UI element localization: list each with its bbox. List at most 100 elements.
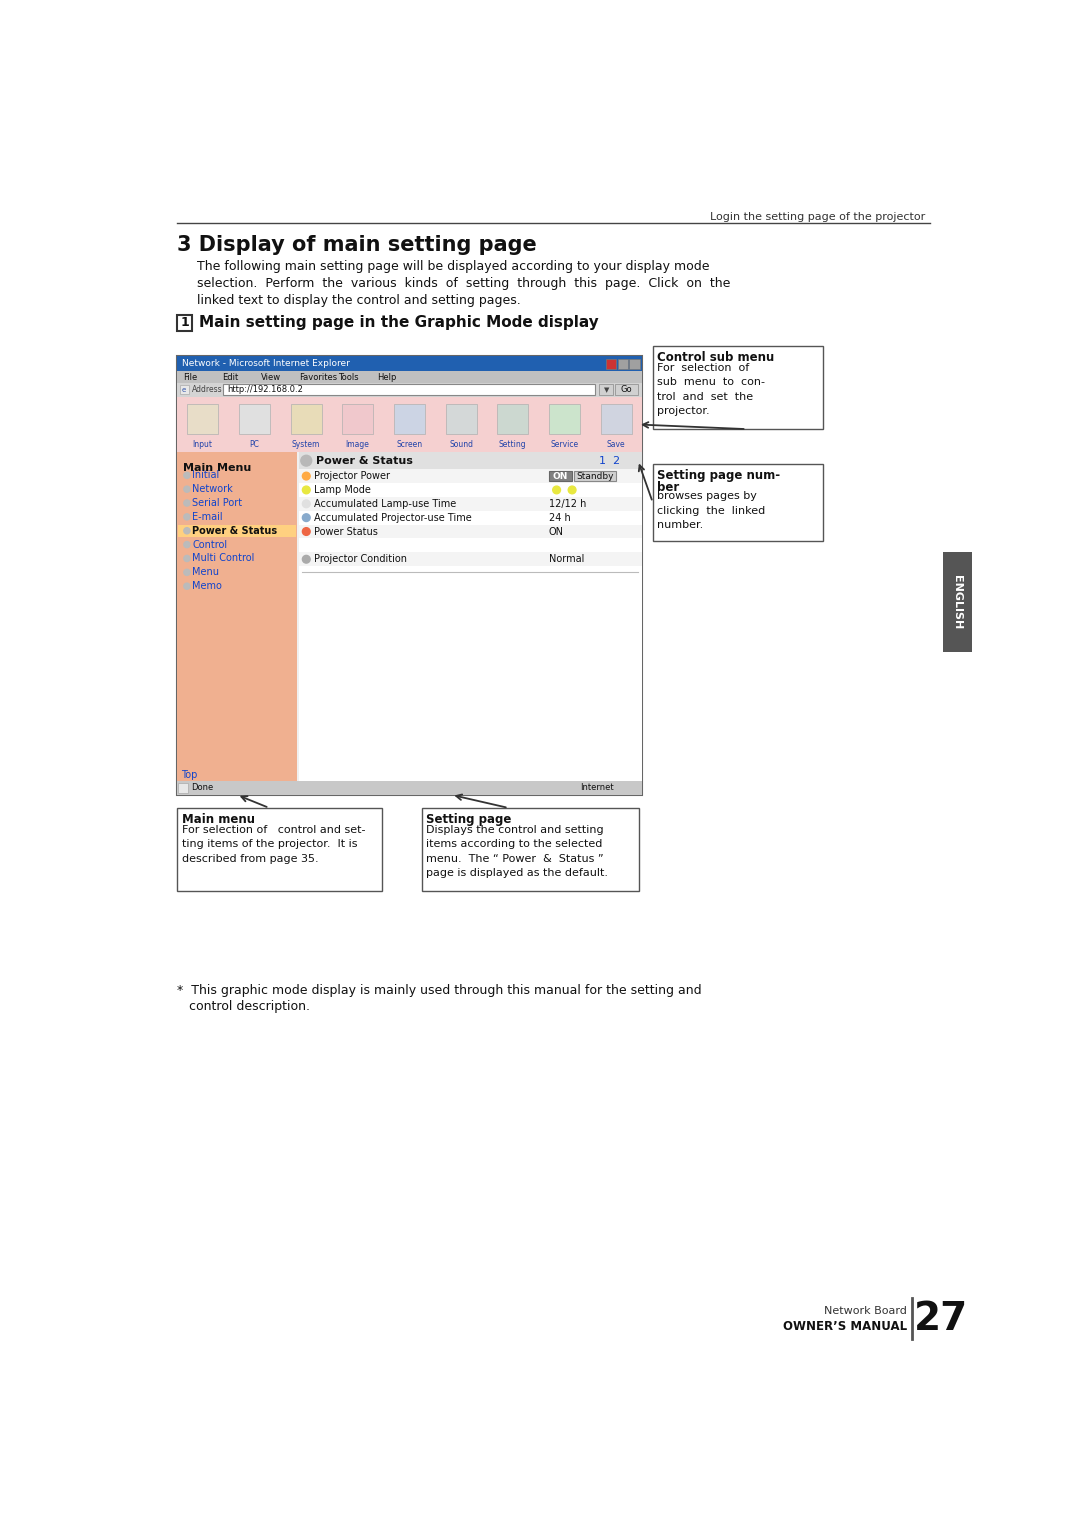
FancyBboxPatch shape — [298, 524, 642, 538]
Text: 12/12 h: 12/12 h — [549, 498, 586, 509]
FancyBboxPatch shape — [422, 807, 638, 891]
Text: Network Board: Network Board — [824, 1306, 907, 1316]
Text: Done: Done — [191, 783, 213, 792]
Text: Normal: Normal — [549, 553, 584, 564]
FancyBboxPatch shape — [394, 405, 424, 434]
Text: System: System — [292, 440, 320, 450]
Text: Setting page: Setting page — [427, 813, 512, 826]
FancyBboxPatch shape — [178, 783, 188, 792]
FancyBboxPatch shape — [342, 405, 374, 434]
FancyBboxPatch shape — [549, 471, 572, 482]
Text: Login the setting page of the projector: Login the setting page of the projector — [711, 213, 926, 222]
FancyBboxPatch shape — [549, 405, 580, 434]
Text: For  selection  of
sub  menu  to  con-
trol  and  set  the
projector.: For selection of sub menu to con- trol a… — [658, 362, 766, 416]
Text: Power & Status: Power & Status — [315, 456, 413, 466]
Text: Main Menu: Main Menu — [183, 463, 252, 472]
FancyBboxPatch shape — [615, 384, 638, 394]
FancyBboxPatch shape — [180, 385, 189, 394]
Text: browses pages by
clicking  the  linked
number.: browses pages by clicking the linked num… — [658, 491, 766, 531]
FancyBboxPatch shape — [177, 396, 642, 453]
Text: Save: Save — [607, 440, 625, 450]
Text: Menu: Menu — [192, 567, 219, 578]
FancyBboxPatch shape — [618, 359, 627, 368]
Text: View: View — [260, 373, 281, 382]
Text: Initial: Initial — [192, 471, 219, 480]
Text: ber: ber — [658, 480, 679, 494]
Text: linked text to display the control and setting pages.: linked text to display the control and s… — [197, 294, 521, 307]
Text: ENGLISH: ENGLISH — [953, 575, 962, 630]
Text: Serial Port: Serial Port — [192, 498, 243, 508]
FancyBboxPatch shape — [177, 382, 642, 396]
Circle shape — [184, 472, 190, 479]
Text: Setting page num-: Setting page num- — [658, 469, 781, 482]
FancyBboxPatch shape — [446, 405, 476, 434]
Circle shape — [568, 486, 576, 494]
Circle shape — [302, 528, 310, 535]
Text: Favorites: Favorites — [299, 373, 337, 382]
Text: OWNER’S MANUAL: OWNER’S MANUAL — [783, 1321, 907, 1333]
Circle shape — [302, 555, 310, 563]
Circle shape — [553, 486, 561, 494]
Circle shape — [184, 555, 190, 561]
Text: control description.: control description. — [177, 1000, 310, 1014]
Circle shape — [184, 541, 190, 547]
Text: Network - Microsoft Internet Explorer: Network - Microsoft Internet Explorer — [181, 359, 349, 368]
Text: File: File — [183, 373, 198, 382]
Circle shape — [184, 486, 190, 492]
Circle shape — [302, 486, 310, 494]
FancyBboxPatch shape — [177, 356, 642, 372]
FancyBboxPatch shape — [630, 359, 639, 368]
FancyBboxPatch shape — [298, 497, 642, 511]
Text: *  This graphic mode display is mainly used through this manual for the setting : * This graphic mode display is mainly us… — [177, 983, 702, 997]
Text: Network: Network — [192, 485, 233, 494]
Text: Accumulated Lamp-use Time: Accumulated Lamp-use Time — [314, 498, 456, 509]
FancyBboxPatch shape — [652, 346, 823, 430]
Text: Standby: Standby — [577, 471, 615, 480]
Text: Screen: Screen — [396, 440, 422, 450]
Text: ▼: ▼ — [604, 387, 609, 393]
Text: 27: 27 — [914, 1300, 968, 1338]
Text: Power & Status: Power & Status — [192, 526, 278, 535]
Text: E-mail: E-mail — [192, 512, 222, 521]
Text: Setting: Setting — [499, 440, 526, 450]
FancyBboxPatch shape — [224, 384, 595, 394]
FancyBboxPatch shape — [177, 453, 297, 781]
Text: selection.  Perform  the  various  kinds  of  setting  through  this  page.  Cli: selection. Perform the various kinds of … — [197, 277, 730, 289]
Text: Multi Control: Multi Control — [192, 553, 255, 564]
Circle shape — [184, 528, 190, 534]
Text: ON: ON — [549, 526, 564, 537]
Text: Power Status: Power Status — [314, 526, 378, 537]
Text: The following main setting page will be displayed according to your display mode: The following main setting page will be … — [197, 260, 710, 272]
Text: Help: Help — [377, 373, 396, 382]
Text: e: e — [181, 387, 186, 393]
Text: Lamp Mode: Lamp Mode — [314, 485, 370, 495]
FancyBboxPatch shape — [177, 807, 382, 891]
Text: Memo: Memo — [192, 581, 222, 592]
Text: 24 h: 24 h — [549, 512, 570, 523]
Text: http://192.168.0.2: http://192.168.0.2 — [227, 385, 303, 394]
Text: Go: Go — [621, 385, 632, 394]
Text: Accumulated Projector-use Time: Accumulated Projector-use Time — [314, 512, 472, 523]
Text: Edit: Edit — [221, 373, 238, 382]
Circle shape — [301, 456, 312, 466]
Circle shape — [184, 583, 190, 589]
FancyBboxPatch shape — [573, 471, 617, 482]
Text: Projector Power: Projector Power — [314, 471, 390, 482]
FancyBboxPatch shape — [298, 469, 642, 483]
Circle shape — [302, 472, 310, 480]
Text: Control: Control — [192, 540, 228, 549]
Circle shape — [302, 500, 310, 508]
FancyBboxPatch shape — [606, 359, 617, 368]
Text: Top: Top — [181, 769, 198, 780]
Text: Projector Condition: Projector Condition — [314, 553, 407, 564]
FancyBboxPatch shape — [652, 463, 823, 541]
Text: Tools: Tools — [338, 373, 359, 382]
FancyBboxPatch shape — [599, 384, 613, 394]
Text: 3 Display of main setting page: 3 Display of main setting page — [177, 235, 537, 255]
FancyBboxPatch shape — [291, 405, 322, 434]
Text: PC: PC — [249, 440, 259, 450]
Text: Service: Service — [551, 440, 579, 450]
Circle shape — [184, 500, 190, 506]
Text: For selection of   control and set-
ting items of the projector.  It is
describe: For selection of control and set- ting i… — [181, 824, 365, 864]
Text: Main menu: Main menu — [181, 813, 255, 826]
